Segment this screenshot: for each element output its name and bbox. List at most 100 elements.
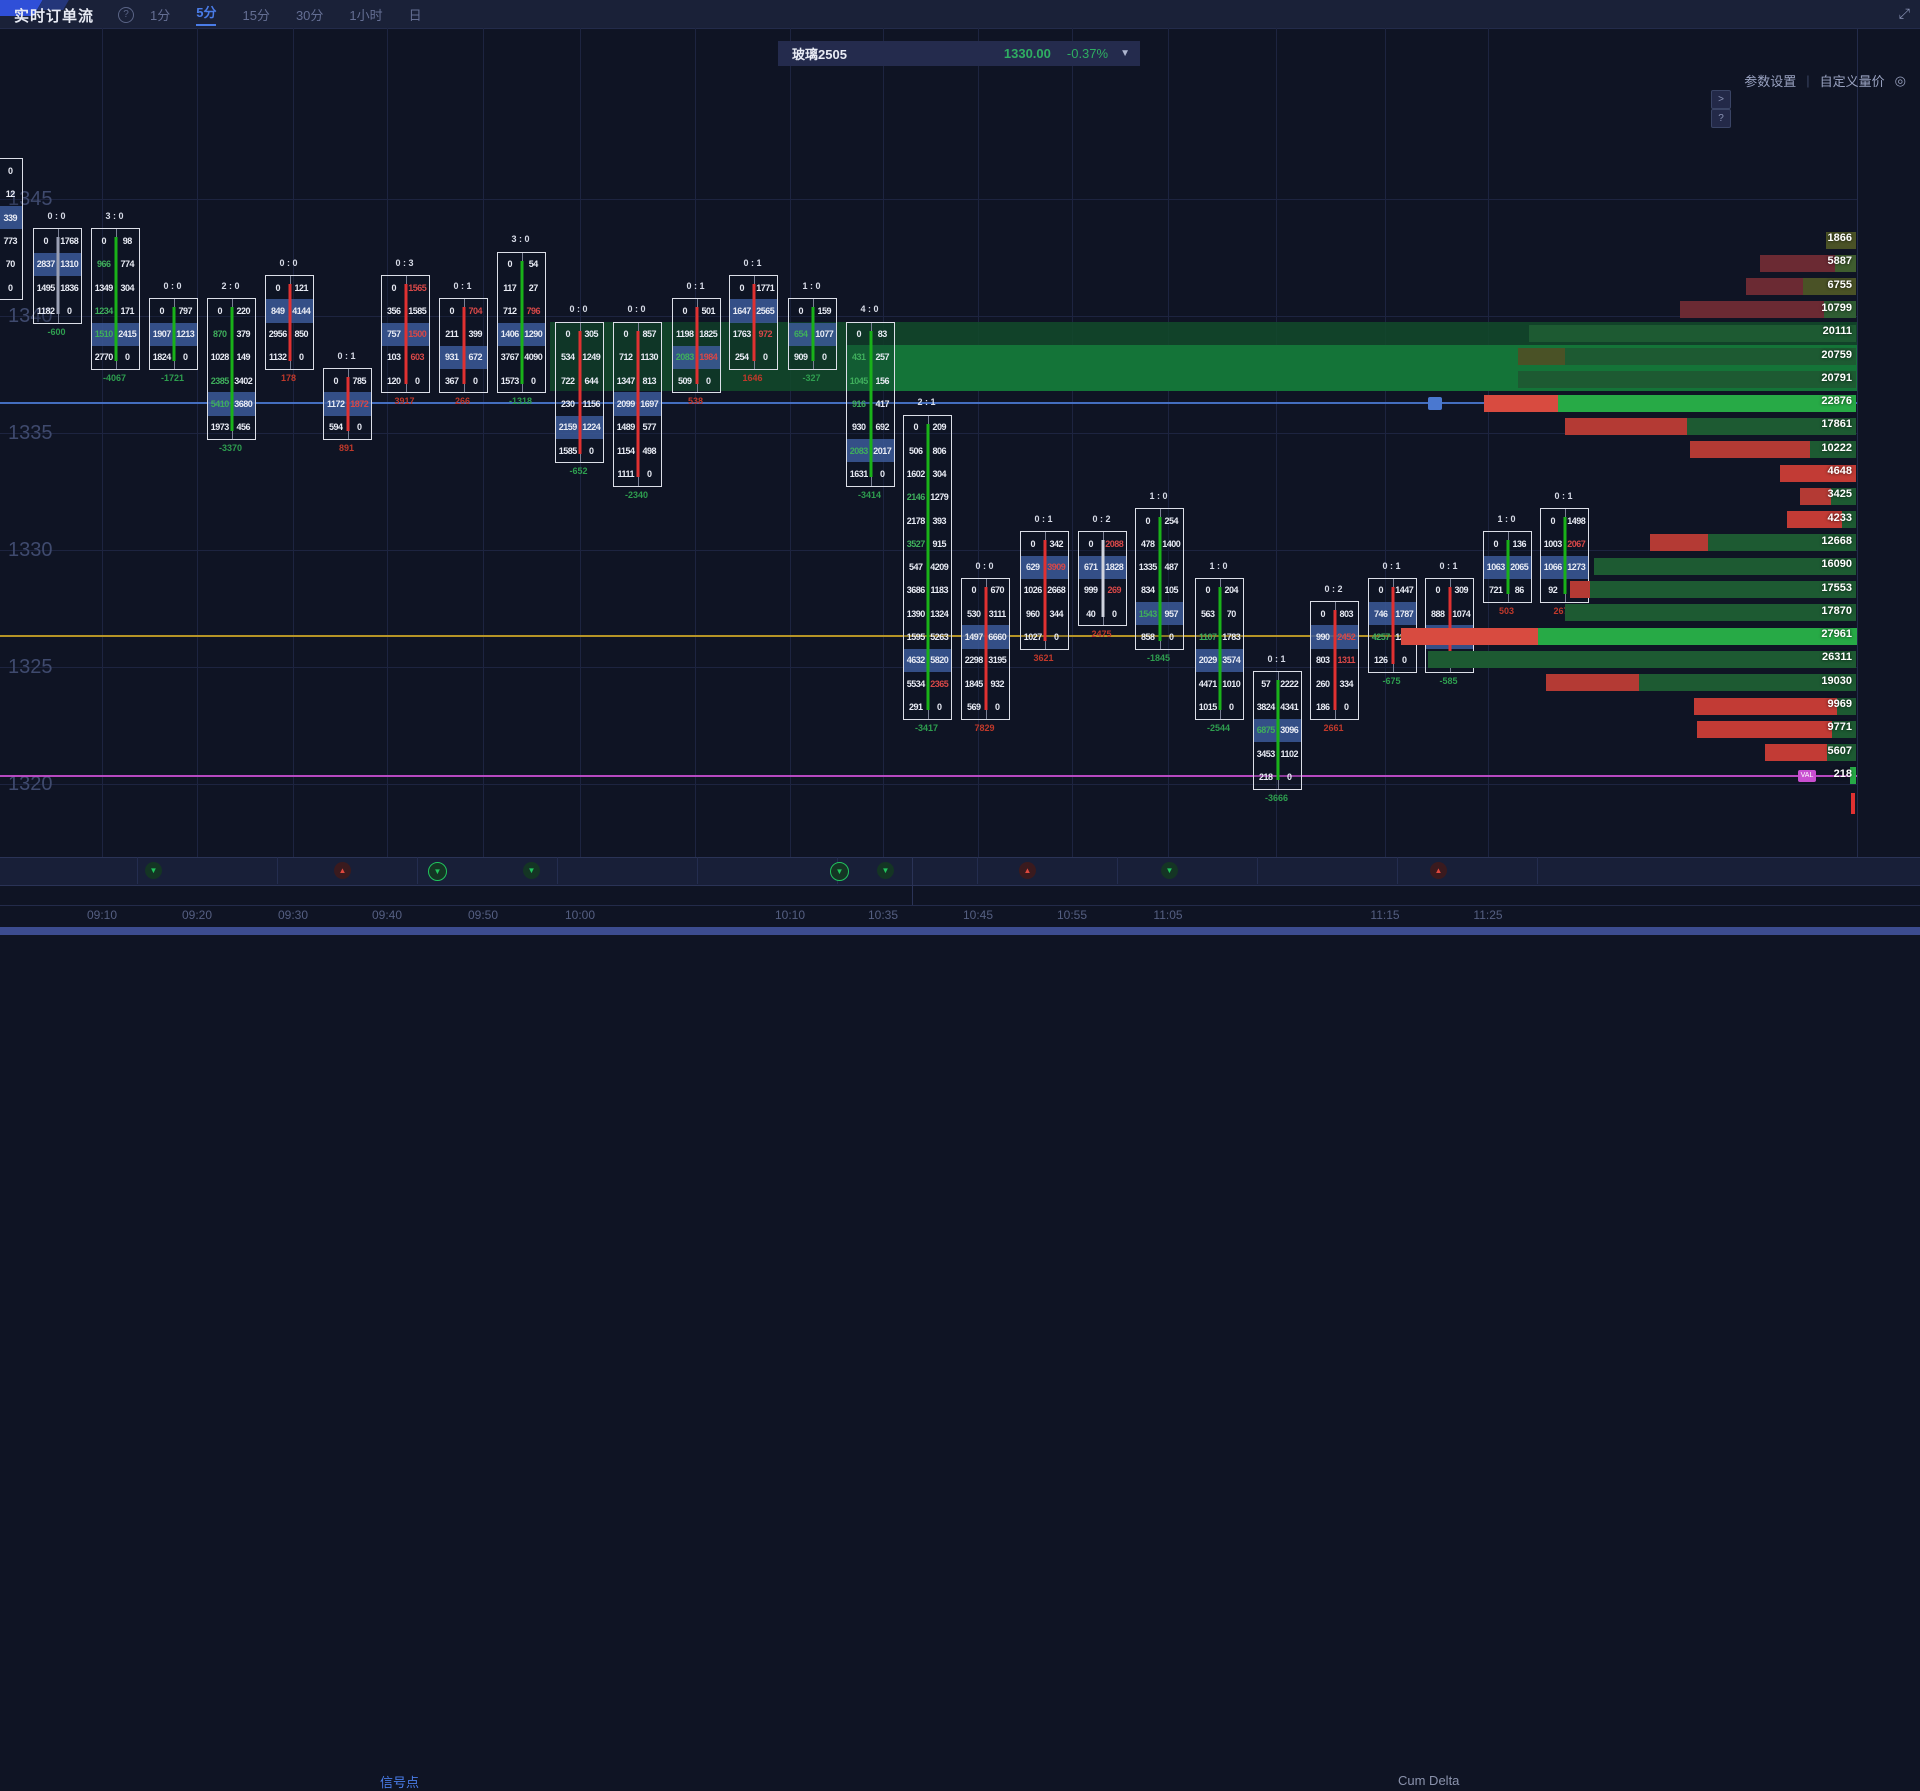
footprint-candle[interactable]: 0 136 1063 2065 721 86 xyxy=(1483,531,1532,604)
chevron-down-icon[interactable]: ▼ xyxy=(1120,48,1130,59)
signal-down-icon[interactable]: ▼ xyxy=(145,862,162,879)
footprint-candle[interactable]: 0 209 506 806 1602 304 2146 1279 2178 393 3527 915 5… xyxy=(903,414,952,720)
signal-panel-label[interactable]: 信号点 xyxy=(380,1775,420,1790)
footprint-candle[interactable]: 0 305 534 1249 722 644 230 1156 2159 1224 1585 0 xyxy=(555,321,604,464)
price-label: 1345 xyxy=(8,188,53,210)
signal-special-icon[interactable]: ▼ xyxy=(830,862,849,881)
tab-1小时[interactable]: 1小时 xyxy=(349,7,383,23)
cum-delta-panel-label[interactable]: Cum Delta xyxy=(1398,1773,1460,1788)
time-label: 11:05 xyxy=(1153,908,1183,922)
candle-body-line xyxy=(1276,680,1279,781)
profile-bar-segment xyxy=(1428,650,1856,668)
footprint-candle[interactable]: 0 670 530 3111 1497 6660 2298 3195 1845 932 569 0 xyxy=(961,577,1010,720)
signal-special-icon[interactable]: ▼ xyxy=(428,862,447,881)
footprint-cell: 0 159 xyxy=(789,299,836,322)
profile-bar-segment xyxy=(1650,534,1708,552)
profile-row xyxy=(1401,627,1857,645)
bid-volume: 1347 xyxy=(616,375,636,386)
bid-volume: 563 xyxy=(1200,608,1215,619)
tab-5分[interactable]: 5分 xyxy=(196,2,217,26)
footprint-candle[interactable]: 0 121 849 4144 2956 850 1132 0 xyxy=(265,274,314,371)
footprint-candle[interactable]: 0 785 1172 1872 594 0 xyxy=(323,368,372,441)
ask-volume: 0 xyxy=(472,375,478,386)
signal-down-icon[interactable]: ▼ xyxy=(1161,862,1178,879)
footprint-candle[interactable]: 0 1771 1647 2565 1763 972 254 0 xyxy=(729,274,778,371)
bottom-scrollbar[interactable] xyxy=(0,927,1920,935)
help-icon[interactable]: ? xyxy=(118,7,134,23)
footprint-cell: 0 54 xyxy=(498,253,545,276)
profile-volume: 4648 xyxy=(1827,465,1852,477)
footprint-candle[interactable]: 014477461787425712201260 xyxy=(1368,577,1417,674)
candle-body-line xyxy=(1158,517,1161,641)
bar-delta: -585 xyxy=(1439,676,1458,687)
bar-delta: 503 xyxy=(1498,606,1515,617)
imbalance-header: 3 : 0 xyxy=(511,234,530,245)
orderflow-chart[interactable]: 1345 1340 1335 1330 1325 1320 VAL 0 12 339 773 70 0 0… xyxy=(0,28,1920,857)
footprint-cell: 0 1771 xyxy=(730,276,777,299)
footprint-candle[interactable]: 0 704 211 399 931 672 367 0 xyxy=(439,298,488,394)
footprint-candle[interactable]: 0 254 478 1400 1335 487 834 105 1543 957 858 0 xyxy=(1135,507,1184,650)
footprint-candle[interactable]: 0 501 1198 1825 2083 1984 509 0 xyxy=(672,298,721,394)
profile-bar-segment xyxy=(1832,720,1856,738)
bid-volume: 721 xyxy=(1488,585,1503,596)
expand-icon[interactable]: ⤢ xyxy=(1898,5,1910,21)
question-button[interactable]: ? xyxy=(1711,109,1731,128)
footprint-candle[interactable]: 0 1565 356 1585 757 1500 103 603 120 0 xyxy=(381,274,430,394)
ask-volume: 0 xyxy=(936,701,942,712)
signal-up-icon[interactable]: ▲ xyxy=(1019,862,1036,879)
signal-down-icon[interactable]: ▼ xyxy=(523,862,540,879)
ask-volume: 12 xyxy=(5,189,16,200)
footprint-candle[interactable]: 0 159 654 1077 909 0 xyxy=(788,298,837,371)
ask-volume: 498 xyxy=(642,445,657,456)
footprint-candle[interactable]: 0 220 870 379 1028 149 2385 3402 5410 3680 1973 456 xyxy=(207,298,256,441)
footprint-cell: 218 0 xyxy=(1254,765,1301,788)
footprint-candle[interactable]: 0 803 990 2452 803 1311 260 334 186 0 xyxy=(1310,601,1359,720)
tab-日[interactable]: 日 xyxy=(408,7,422,23)
gear-icon[interactable]: ◎ xyxy=(1894,72,1906,88)
footprint-candle[interactable]: 0 54 117 27 712 796 1406 1290 3767 4090 1573 0 xyxy=(497,251,546,394)
instrument-selector[interactable]: 玻璃2505 1330.00 -0.37% ▼ xyxy=(778,41,1140,66)
profile-bar-segment xyxy=(1565,417,1687,435)
footprint-candle[interactable]: 0 204 563 70 1107 1783 2029 3574 4471 1010 1015 0 xyxy=(1195,577,1244,720)
footprint-cell: 506 806 xyxy=(904,439,951,462)
signal-up-icon[interactable]: ▲ xyxy=(1430,862,1447,879)
bid-volume: 1198 xyxy=(675,329,694,340)
footprint-candle[interactable]: 0 98 966 774 1349 304 1234 171 1510 2415 2770 0 xyxy=(91,228,140,371)
bid-volume: 2083 xyxy=(675,352,695,363)
custom-volume-price-button[interactable]: 自定义量价 xyxy=(1819,74,1885,89)
footprint-cell: 722 644 xyxy=(556,369,603,392)
footprint-candle[interactable]: 0 12 339 773 70 0 xyxy=(0,158,23,301)
footprint-cell: 1027 0 xyxy=(1021,625,1068,648)
param-settings-button[interactable]: 参数设置 xyxy=(1744,74,1797,89)
tab-30分[interactable]: 30分 xyxy=(295,7,324,23)
footprint-candle[interactable]: 57 2222 3824 4341 6875 3096 3453 1102 218 0 xyxy=(1253,671,1302,790)
ask-volume: 1697 xyxy=(640,399,659,410)
profile-bar-segment xyxy=(1680,301,1824,319)
footprint-candle[interactable]: 0 797 1907 1213 1824 0 xyxy=(149,298,198,371)
footprint-cell: 3767 4090 xyxy=(498,346,545,369)
signal-down-icon[interactable]: ▼ xyxy=(877,862,894,879)
footprint-cell: 6875 3096 xyxy=(1254,719,1301,742)
footprint-candle[interactable]: 0 857 712 1130 1347 813 2099 1697 1489 577 1154 498… xyxy=(613,321,662,487)
tab-15分[interactable]: 15分 xyxy=(242,7,270,23)
bid-volume: 3527 xyxy=(906,538,926,549)
ask-volume: 0 xyxy=(356,422,362,433)
footprint-candle[interactable]: 0 2088 671 1828 999 269 40 0 xyxy=(1078,531,1127,627)
next-button[interactable]: > xyxy=(1711,90,1731,109)
ask-volume: 0 xyxy=(1343,701,1349,712)
tab-1分[interactable]: 1分 xyxy=(150,7,171,23)
ask-volume: 3909 xyxy=(1047,562,1066,573)
ask-volume: 456 xyxy=(236,422,251,433)
profile-bar-segment xyxy=(1765,744,1827,762)
footprint-candle[interactable]: 0 83 431 257 1045 156 916 417 930 692 2083 2017 1631… xyxy=(846,321,895,487)
signal-up-icon[interactable]: ▲ xyxy=(334,862,351,879)
footprint-candle[interactable]: 0 1768 2837 1310 1495 1836 1182 0 xyxy=(33,228,82,324)
profile-bar-segment xyxy=(1708,534,1856,552)
footprint-cell: 339 xyxy=(0,206,22,229)
ask-volume: 5820 xyxy=(930,655,949,666)
footprint-cell: 1573 0 xyxy=(498,369,545,392)
ask-volume: 0 xyxy=(124,352,130,363)
bid-volume: 230 xyxy=(560,399,575,410)
footprint-candle[interactable]: 0 342 629 3909 1026 2668 960 344 1027 0 xyxy=(1020,531,1069,650)
